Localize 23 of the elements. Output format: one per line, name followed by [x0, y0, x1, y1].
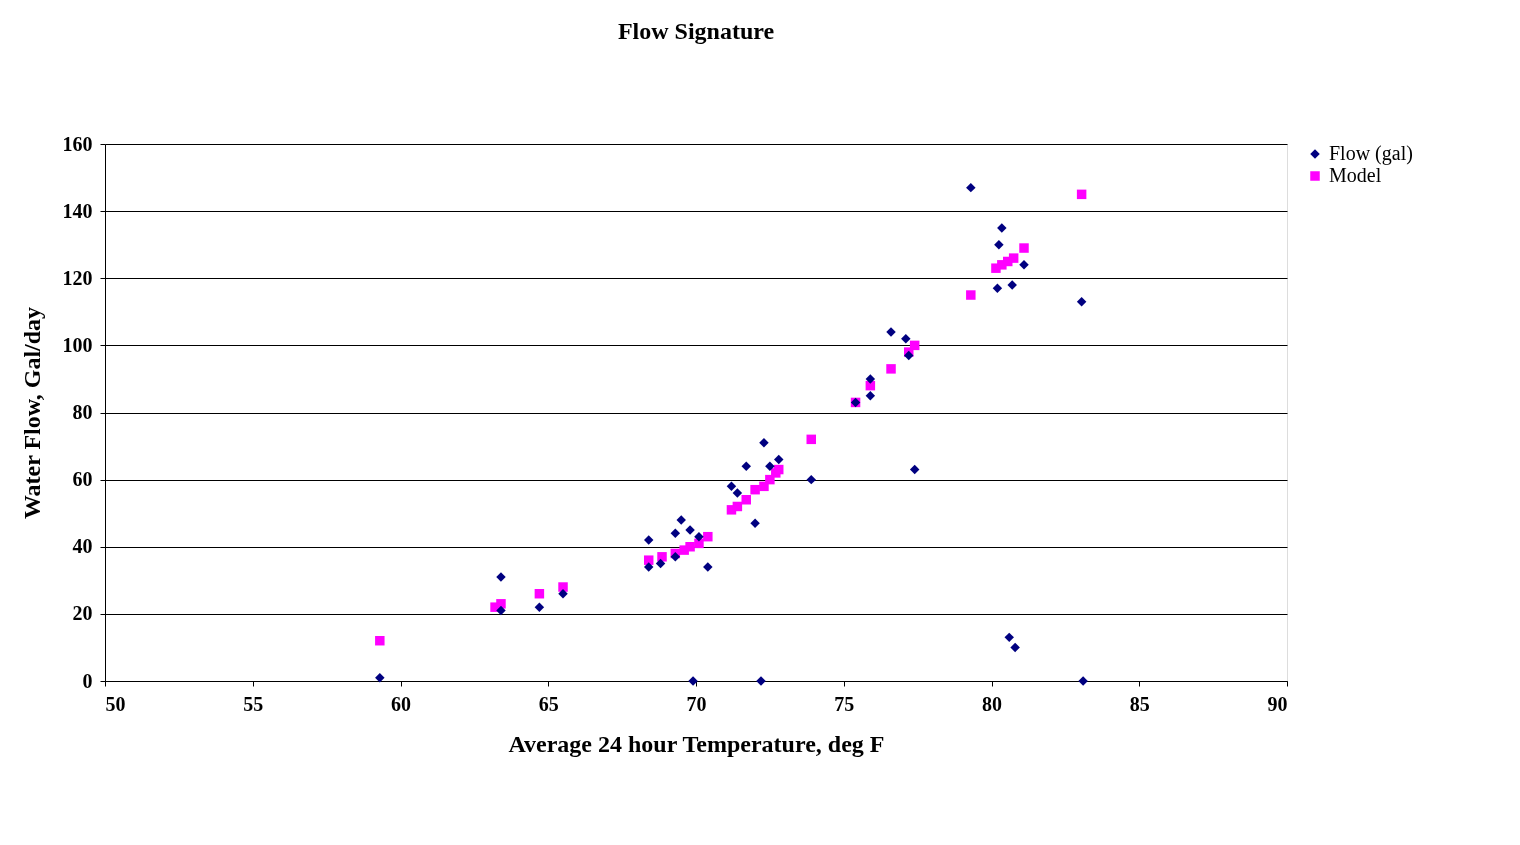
y-tick-label: 0: [82, 669, 93, 692]
legend-label: Model: [1329, 164, 1382, 186]
y-tick-label: 140: [62, 199, 93, 222]
x-axis-title: Average 24 hour Temperature, deg F: [508, 730, 885, 757]
y-tick-label: 20: [72, 602, 93, 625]
y-tick-label: 80: [72, 401, 93, 423]
x-tick-label: 60: [391, 692, 411, 715]
y-tick-label: 100: [62, 333, 93, 356]
x-tick-label: 90: [1267, 692, 1288, 715]
x-tick-label: 65: [538, 692, 559, 715]
x-tick-label: 70: [686, 692, 707, 715]
x-tick-label: 75: [834, 692, 855, 715]
x-tick-label: 80: [982, 692, 1002, 715]
y-tick-label: 40: [72, 535, 93, 558]
x-tick-label: 85: [1129, 692, 1150, 715]
y-axis-title: Water Flow, Gal/day: [18, 306, 45, 520]
y-tick-label: 160: [62, 132, 93, 155]
y-tick-label: 120: [62, 266, 93, 289]
legend-label: Flow (gal): [1329, 142, 1413, 165]
x-tick-label: 55: [243, 692, 264, 715]
chart-title: Flow Signature: [617, 18, 775, 44]
x-tick-label: 50: [105, 692, 126, 715]
y-tick-label: 60: [72, 468, 93, 491]
